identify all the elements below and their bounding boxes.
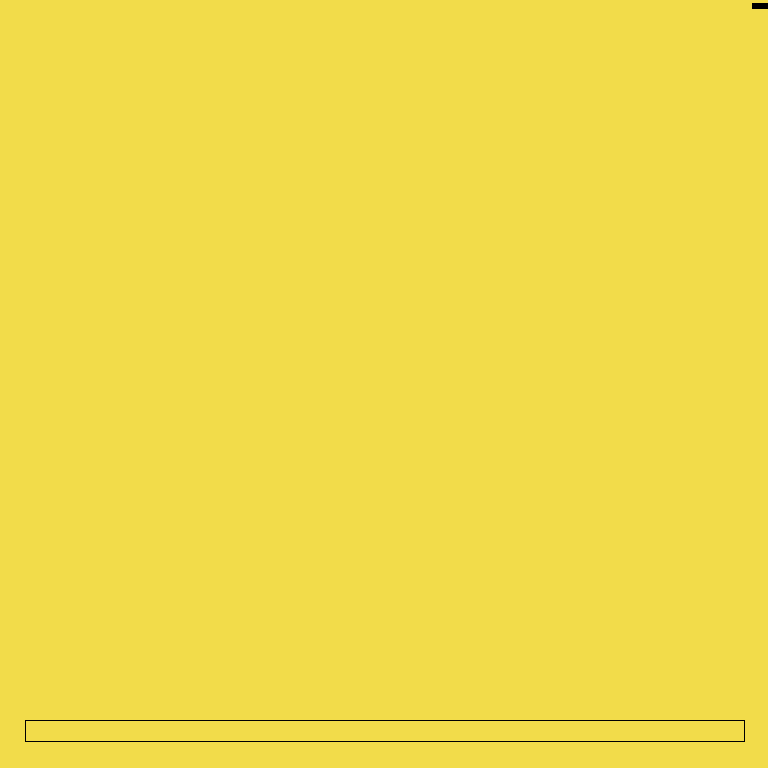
color-scale-legend (0, 700, 768, 768)
legend-tick-row (0, 700, 768, 720)
model-run-bar (752, 3, 768, 9)
legend-color-bar (25, 720, 745, 742)
forecast-time-label (9, 33, 15, 62)
